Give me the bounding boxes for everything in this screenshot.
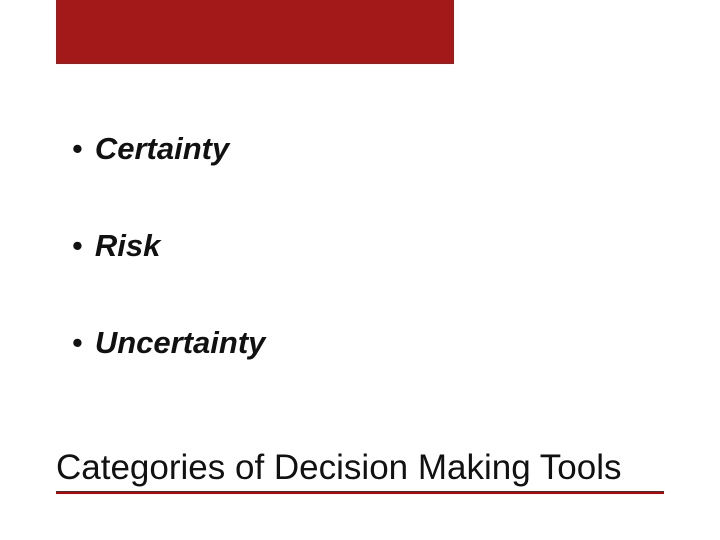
bullet-text: Risk [95,227,660,264]
bullet-item: • Certainty [72,130,660,167]
bullet-list: • Certainty • Risk • Uncertainty [72,130,660,422]
bullet-marker: • [72,130,83,167]
bullet-text: Uncertainty [95,324,660,361]
bullet-item: • Risk [72,227,660,264]
header-accent-bar [56,0,454,64]
bullet-marker: • [72,227,83,264]
bullet-item: • Uncertainty [72,324,660,361]
bullet-marker: • [72,324,83,361]
bullet-text: Certainty [95,130,660,167]
slide-title: Categories of Decision Making Tools [56,448,664,494]
